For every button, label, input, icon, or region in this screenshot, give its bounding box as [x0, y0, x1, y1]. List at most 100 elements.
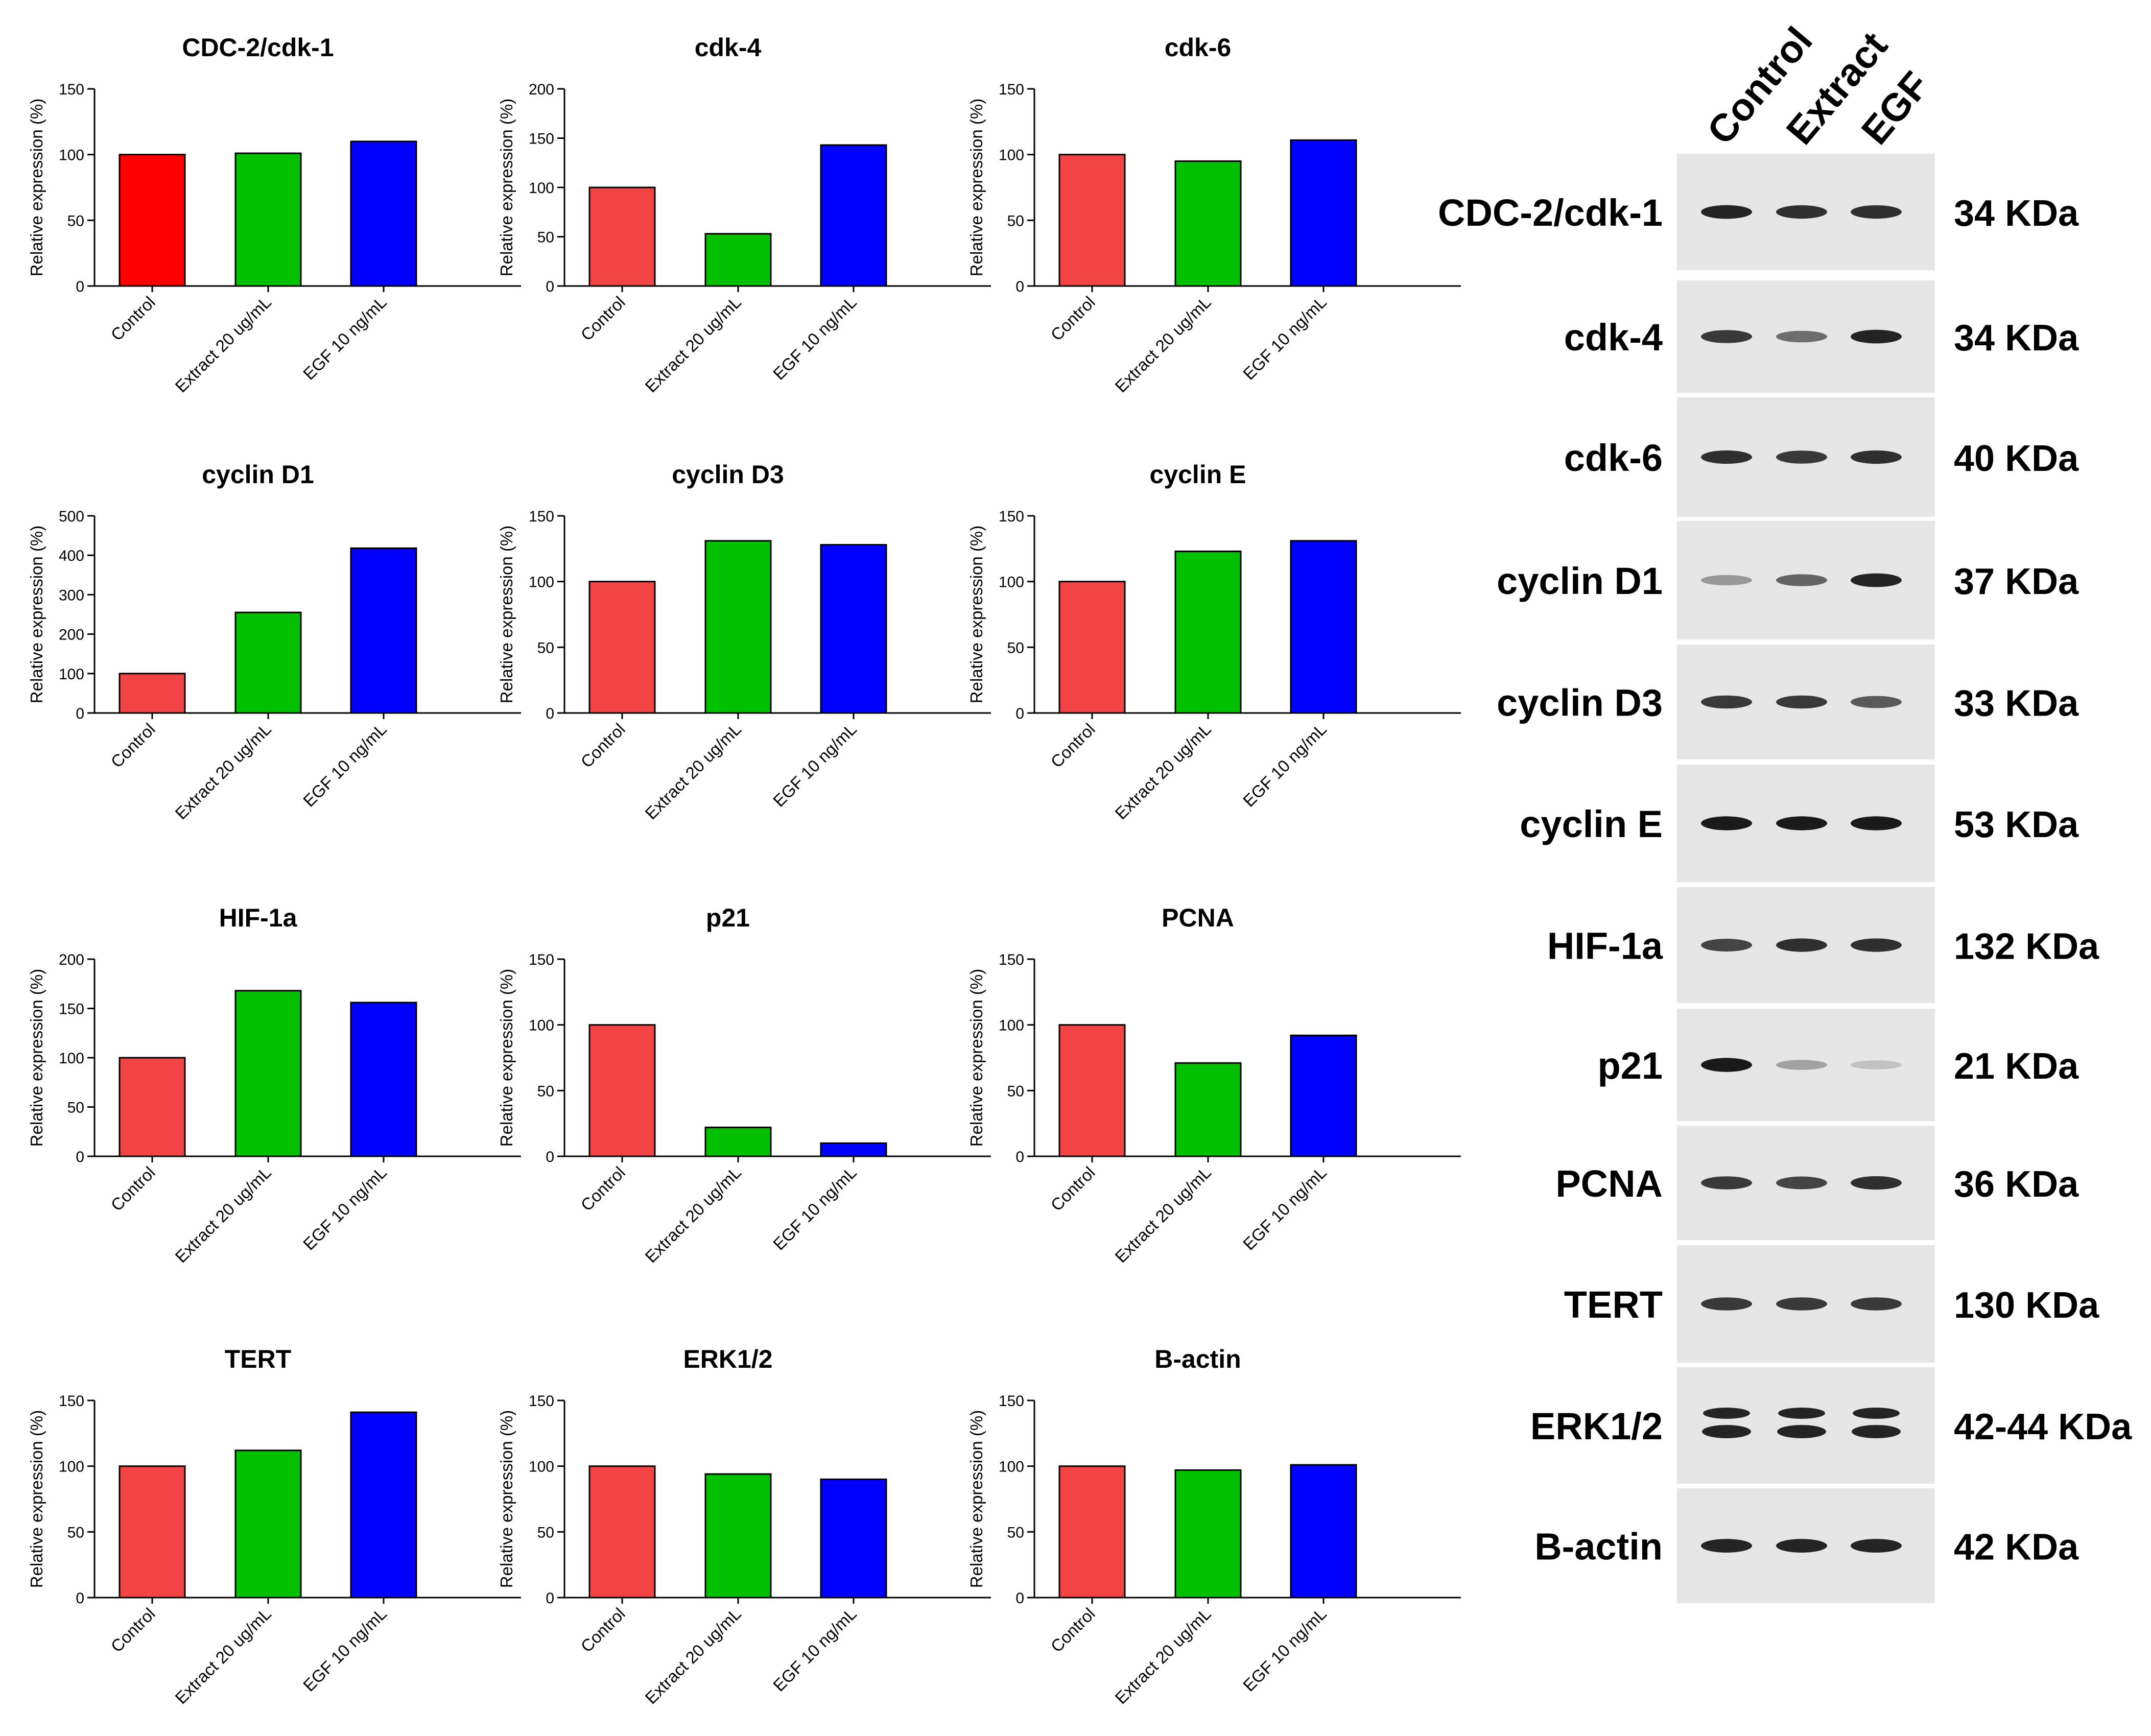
bar-egf-10-ng-ml	[1290, 139, 1357, 287]
kda-label: 21 KDa	[1954, 1046, 2079, 1087]
chart-title: HIF-1a	[219, 903, 298, 932]
y-tick-label: 150	[999, 952, 1024, 968]
x-tick-label: EGF 10 ng/mL	[299, 1163, 390, 1254]
bar-extract-20-ug-ml	[234, 990, 302, 1157]
band-egf	[1851, 1297, 1902, 1311]
band-extract	[1776, 205, 1827, 219]
y-axis-label: Relative expression (%)	[967, 526, 986, 703]
y-tick-label: 0	[1015, 1149, 1024, 1166]
x-tick-label: EGF 10 ng/mL	[769, 1604, 860, 1695]
bar-extract-20-ug-ml	[704, 233, 772, 287]
bar-extract-20-ug-ml	[234, 611, 302, 714]
kda-label: 53 KDa	[1954, 804, 2079, 845]
band-extract	[1776, 816, 1827, 830]
y-axis-label: Relative expression (%)	[497, 526, 516, 703]
y-tick-label: 50	[537, 229, 554, 246]
x-tick-label: EGF 10 ng/mL	[299, 293, 390, 384]
blot-row-pcna: PCNA 36 KDa	[1555, 1126, 2079, 1240]
band-extract	[1776, 330, 1827, 343]
x-tick-label: EGF 10 ng/mL	[769, 1163, 860, 1254]
blot-row-cyclin-e: cyclin E 53 KDa	[1520, 765, 2079, 882]
y-tick-label: 100	[529, 180, 554, 197]
bar-charts-grid: CDC-2/cdk-1 Relative expression (%) 0 50 100…	[27, 33, 1461, 1707]
chart-title: cdk-6	[1165, 33, 1232, 62]
y-axis-label: Relative expression (%)	[497, 99, 516, 276]
protein-label: cdk-6	[1564, 437, 1663, 479]
bar-control	[119, 1465, 186, 1599]
blot-row-cdk-4: cdk-4 34 KDa	[1564, 280, 2079, 393]
y-tick-label: 100	[59, 1459, 84, 1476]
x-tick-label: Extract 20 ug/mL	[171, 1604, 275, 1708]
band-control	[1701, 450, 1752, 464]
y-tick-label: 150	[529, 952, 554, 968]
band-lower-egf	[1852, 1425, 1901, 1438]
bar-egf-10-ng-ml	[350, 547, 417, 714]
x-tick-label: EGF 10 ng/mL	[1239, 293, 1330, 384]
band-egf	[1851, 329, 1902, 344]
protein-label: p21	[1597, 1044, 1663, 1087]
bar-control	[119, 1057, 186, 1157]
x-tick-label: Control	[107, 293, 159, 344]
y-tick-label: 150	[999, 508, 1024, 525]
kda-label: 132 KDa	[1954, 926, 2099, 967]
bar-egf-10-ng-ml	[350, 1002, 417, 1157]
bar-control	[588, 1465, 656, 1599]
x-tick-label: Extract 20 ug/mL	[1111, 1163, 1215, 1267]
y-axis-label: Relative expression (%)	[497, 969, 516, 1147]
bar-control	[1058, 581, 1126, 714]
chart-cdk-6: cdk-6 Relative expression (%) 0 50 100 150 Con…	[967, 33, 1461, 396]
band-control	[1701, 939, 1752, 952]
y-tick-label: 100	[529, 1459, 554, 1476]
y-tick-label: 150	[59, 81, 84, 98]
protein-label: HIF-1a	[1547, 925, 1663, 967]
chart-b-actin: B-actin Relative expression (%) 0 50 100 150 C…	[967, 1345, 1461, 1707]
kda-label: 40 KDa	[1954, 438, 2079, 479]
bar-egf-10-ng-ml	[820, 1478, 887, 1599]
protein-label: TERT	[1564, 1283, 1663, 1326]
y-tick-label: 0	[546, 705, 554, 722]
x-tick-label: Control	[1047, 1604, 1099, 1656]
y-tick-label: 100	[999, 1017, 1024, 1034]
y-tick-label: 50	[537, 639, 554, 656]
band-control	[1701, 1297, 1752, 1311]
y-tick-label: 100	[999, 147, 1024, 164]
band-upper-egf	[1853, 1408, 1900, 1419]
bar-control	[119, 673, 186, 714]
bar-extract-20-ug-ml	[234, 1449, 302, 1599]
y-tick-label: 100	[999, 574, 1024, 591]
western-blot-panel: Control Extract EGF CDC-2/cdk-1 34 KDacdk…	[1438, 19, 2132, 1603]
band-control	[1701, 816, 1752, 830]
y-tick-label: 50	[1007, 1083, 1024, 1100]
bar-control	[1058, 1024, 1126, 1157]
band-egf	[1851, 573, 1902, 587]
x-tick-label: EGF 10 ng/mL	[1239, 720, 1330, 811]
band-lower-extract	[1777, 1425, 1826, 1438]
y-tick-label: 0	[76, 1590, 84, 1607]
y-tick-label: 0	[546, 1590, 554, 1607]
y-tick-label: 0	[546, 1149, 554, 1166]
blot-row-cyclin-d3: cyclin D3 33 KDa	[1497, 645, 2079, 759]
x-tick-label: Control	[107, 1163, 159, 1215]
y-tick-label: 150	[529, 1393, 554, 1410]
bar-extract-20-ug-ml	[234, 152, 302, 287]
band-control	[1701, 205, 1752, 219]
chart-cyclin-e: cyclin E Relative expression (%) 0 50 100 150…	[967, 460, 1461, 823]
bar-egf-10-ng-ml	[820, 144, 887, 287]
y-tick-label: 50	[1007, 212, 1024, 229]
protein-label: cyclin E	[1520, 803, 1663, 845]
chart-title: B-actin	[1154, 1345, 1241, 1373]
y-tick-label: 50	[1007, 639, 1024, 656]
bar-egf-10-ng-ml	[350, 1411, 417, 1599]
band-upper-extract	[1778, 1408, 1825, 1419]
band-extract	[1776, 1060, 1827, 1070]
blot-row-p21: p21 21 KDa	[1597, 1009, 2079, 1121]
protein-label: cdk-4	[1564, 316, 1663, 359]
y-tick-label: 200	[59, 952, 84, 968]
y-tick-label: 200	[529, 81, 554, 98]
y-tick-label: 200	[59, 627, 84, 644]
y-tick-label: 0	[76, 1149, 84, 1166]
band-egf	[1851, 816, 1902, 830]
kda-label: 42-44 KDa	[1954, 1407, 2132, 1447]
y-tick-label: 150	[529, 508, 554, 525]
